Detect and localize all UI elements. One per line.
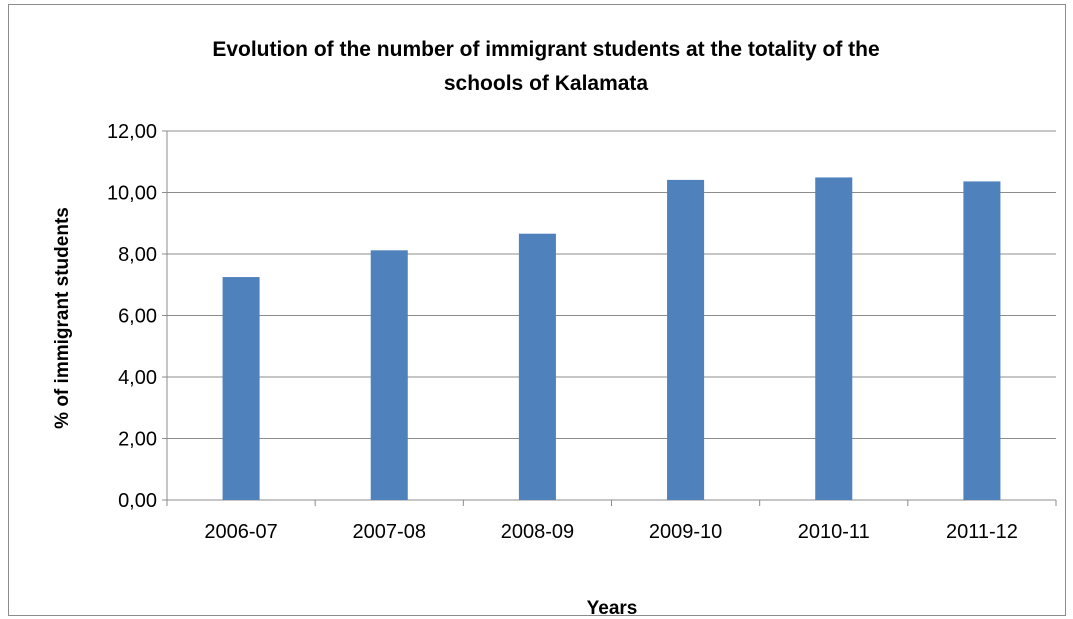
bar-2006-07: [222, 277, 260, 500]
chart-title-line-2: schools of Kalamata: [444, 72, 649, 95]
y-tick-label: 4,00: [118, 367, 157, 389]
y-tick-label: 6,00: [118, 306, 157, 328]
bar-2008-09: [518, 233, 556, 500]
bar-2010-11: [815, 177, 853, 500]
bars: [222, 177, 1001, 500]
y-tick-label: 0,00: [118, 490, 157, 512]
x-axis-title: Years: [587, 598, 638, 615]
y-tick-label: 12,00: [107, 121, 157, 143]
x-tick-label: 2007-08: [353, 521, 426, 543]
bar-2009-10: [667, 179, 705, 500]
bar-2011-12: [963, 181, 1001, 500]
y-axis-ticks: 0,00 2,00 4,00 6,00 8,00 10,00 12,00: [107, 121, 157, 512]
y-axis-title: % of immigrant students: [52, 207, 73, 429]
x-axis-ticks: 2006-07 2007-08 2008-09 2009-10 2010-11 2011-…: [204, 521, 1017, 543]
gridlines: [162, 130, 1057, 506]
y-tick-label: 8,00: [118, 244, 157, 266]
x-tick-label: 2009-10: [649, 521, 722, 543]
y-tick-label: 10,00: [107, 183, 157, 205]
x-tick-label: 2011-12: [946, 521, 1018, 543]
x-tick-label: 2010-11: [798, 521, 870, 543]
x-tick-label: 2008-09: [501, 521, 574, 543]
chart-area: Evolution of the number of immigrant stu…: [8, 4, 1066, 616]
x-tick-label: 2006-07: [204, 521, 277, 543]
chart-title-line-1: Evolution of the number of immigrant stu…: [212, 38, 879, 61]
bar-chart: Evolution of the number of immigrant stu…: [52, 38, 1057, 615]
bar-2007-08: [370, 250, 408, 500]
y-tick-label: 2,00: [118, 429, 157, 451]
